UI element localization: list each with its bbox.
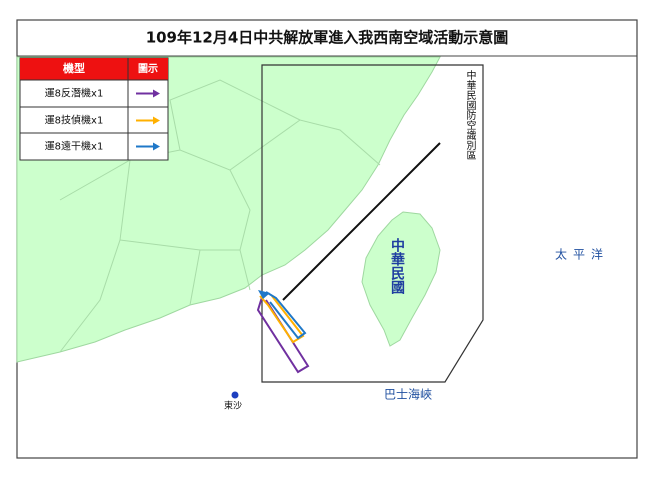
dongsha-label: 東沙 — [224, 400, 242, 412]
legend-label: 運8反潛機x1 — [45, 87, 104, 100]
strait-label: 巴士海峽 — [384, 387, 432, 402]
legend-rows: 運8反潛機x1 運8技偵機x1 運8遠干機x1 — [45, 87, 160, 153]
legend-label: 運8技偵機x1 — [45, 114, 104, 127]
legend-header — [20, 58, 168, 80]
flight-path — [265, 291, 307, 340]
legend-column: 圖示 — [138, 63, 158, 75]
flight-path — [256, 296, 310, 374]
flight-arrowhead — [258, 290, 270, 299]
province-borders — [59, 79, 381, 353]
taiwan — [361, 211, 441, 347]
legend-arrowhead — [153, 89, 160, 98]
legend-arrowhead — [153, 116, 160, 125]
adiz-boundary — [261, 64, 484, 383]
dongsha-marker — [231, 391, 239, 399]
legend-label: 運8遠干機x1 — [45, 140, 104, 153]
adiz-label: 中華民國防空識別區 — [464, 69, 476, 160]
title: 109年12月4日中共解放軍進入我西南空域活動示意圖 — [146, 29, 509, 47]
median-line — [282, 142, 441, 301]
flight-path — [259, 295, 305, 344]
legend-column: 機型 — [63, 61, 85, 75]
legend-arrowhead — [153, 142, 160, 151]
ocean-label: 太平洋 — [555, 247, 609, 262]
taiwan-label: 中華民國 — [389, 237, 405, 295]
